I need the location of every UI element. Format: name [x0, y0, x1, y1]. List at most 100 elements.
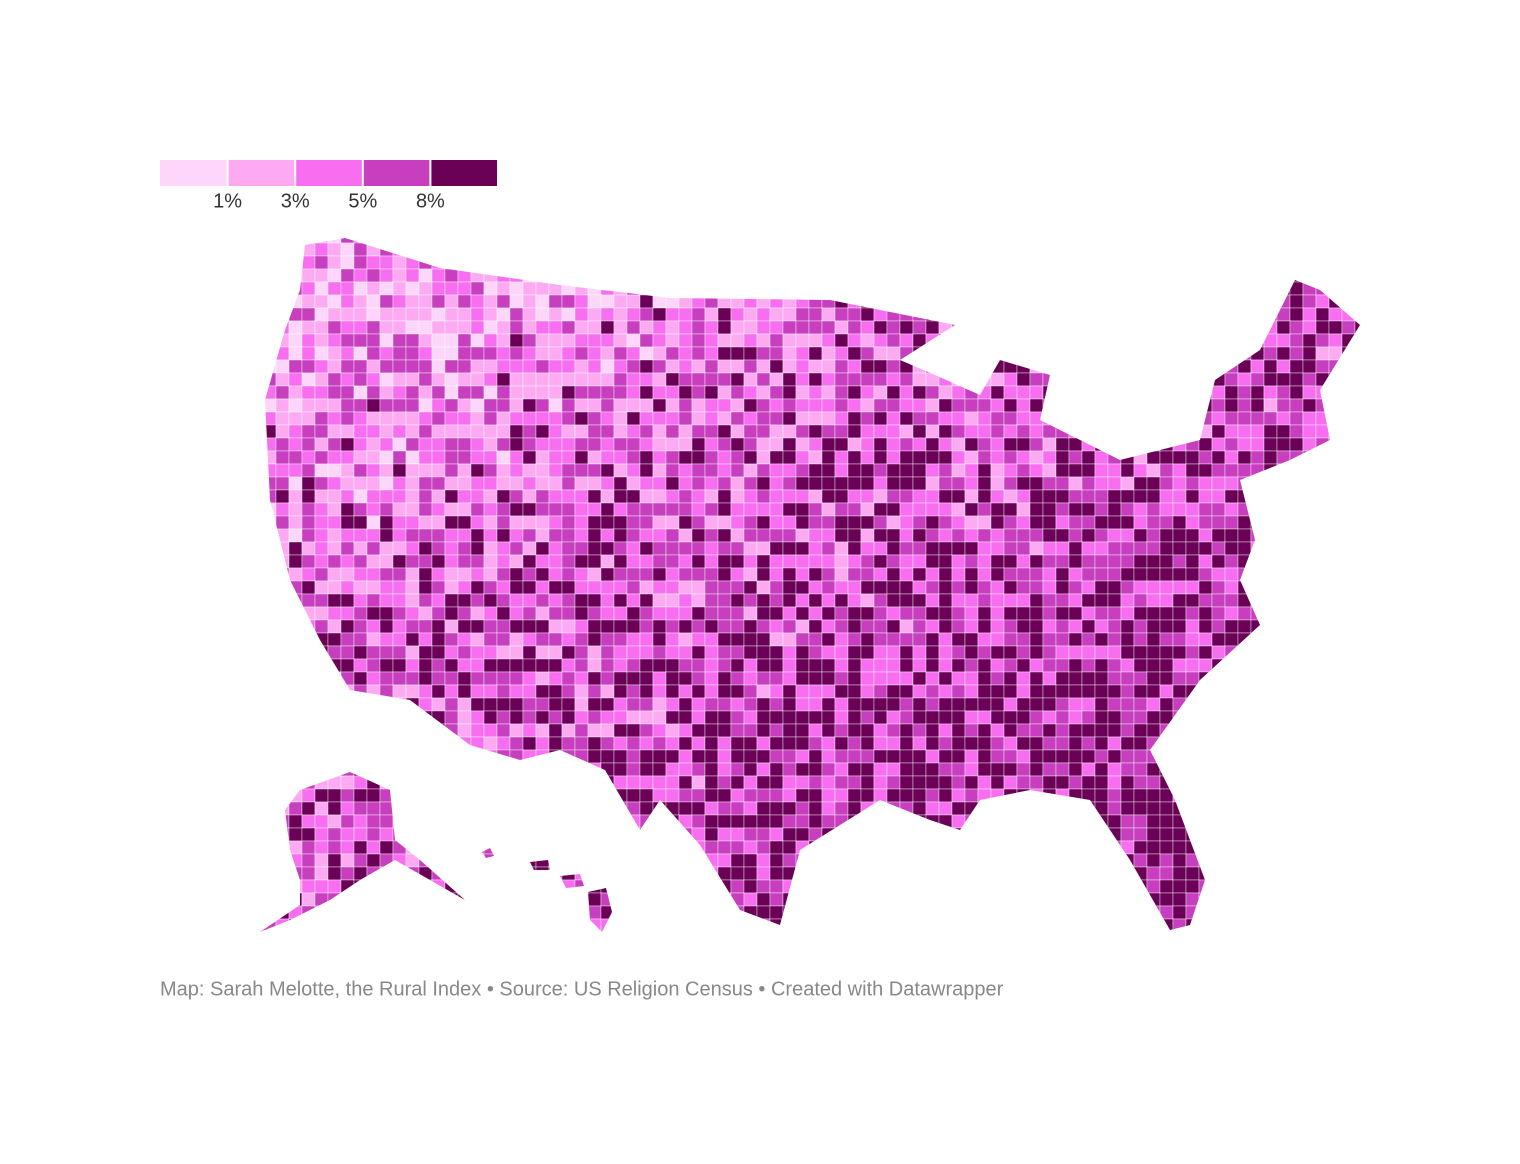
county [1172, 359, 1187, 374]
county [535, 697, 550, 712]
county [834, 671, 849, 686]
county [353, 645, 368, 660]
county [418, 437, 433, 452]
county [483, 424, 498, 439]
county [405, 346, 420, 361]
county [1120, 320, 1135, 335]
county [418, 281, 433, 296]
county [444, 359, 459, 374]
county [951, 645, 966, 660]
county [1120, 606, 1135, 621]
county [1328, 320, 1343, 335]
county [1276, 697, 1291, 712]
county [483, 762, 498, 777]
county [756, 294, 771, 309]
county [925, 814, 940, 829]
county [1159, 918, 1174, 932]
county [314, 827, 329, 842]
county [925, 476, 940, 491]
county [626, 788, 641, 803]
county [1276, 502, 1291, 517]
county [613, 567, 628, 582]
county [1016, 372, 1031, 387]
county [1224, 242, 1239, 257]
county [899, 385, 914, 400]
county [1068, 697, 1083, 712]
county [301, 684, 316, 699]
county [1172, 424, 1187, 439]
county [275, 762, 290, 777]
county [327, 424, 342, 439]
county [327, 294, 342, 309]
county [912, 255, 927, 270]
county [925, 606, 940, 621]
legend-swatch [363, 160, 430, 186]
county [548, 567, 563, 582]
county [912, 437, 927, 452]
county [925, 918, 940, 932]
county [912, 554, 927, 569]
county [873, 359, 888, 374]
county [1211, 372, 1226, 387]
county [574, 710, 589, 725]
county [834, 294, 849, 309]
county [1055, 359, 1070, 374]
county [730, 541, 745, 556]
county [899, 281, 914, 296]
county [1172, 281, 1187, 296]
county [1185, 463, 1200, 478]
county [574, 411, 589, 426]
county [392, 593, 407, 608]
county [600, 931, 615, 932]
county [548, 541, 563, 556]
county [1341, 827, 1356, 842]
county [1198, 918, 1213, 932]
county [1055, 879, 1070, 894]
county [808, 268, 823, 283]
county [743, 398, 758, 413]
county [1341, 476, 1356, 491]
county [743, 658, 758, 673]
county [834, 242, 849, 257]
county [444, 502, 459, 517]
county [327, 853, 342, 868]
county [899, 723, 914, 738]
county [600, 853, 615, 868]
county [1198, 671, 1213, 686]
county [1159, 463, 1174, 478]
county [639, 918, 654, 932]
county [379, 671, 394, 686]
county [1224, 775, 1239, 790]
county [301, 294, 316, 309]
county [587, 333, 602, 348]
county [483, 385, 498, 400]
county [652, 905, 667, 920]
county [260, 242, 264, 257]
county [327, 723, 342, 738]
county [977, 931, 992, 932]
county [1276, 775, 1291, 790]
county [626, 502, 641, 517]
county [990, 840, 1005, 855]
county [535, 619, 550, 634]
county [639, 346, 654, 361]
county [795, 320, 810, 335]
county [431, 619, 446, 634]
county [834, 879, 849, 894]
county [327, 645, 342, 660]
county [873, 463, 888, 478]
county [1211, 463, 1226, 478]
county [977, 918, 992, 932]
county [1237, 931, 1252, 932]
county [1094, 554, 1109, 569]
county [808, 593, 823, 608]
county [613, 658, 628, 673]
county [756, 658, 771, 673]
county [1081, 307, 1096, 322]
county [1042, 437, 1057, 452]
county [1250, 515, 1265, 530]
county [717, 411, 732, 426]
county [1289, 437, 1304, 452]
county [951, 827, 966, 842]
county [1185, 242, 1200, 257]
